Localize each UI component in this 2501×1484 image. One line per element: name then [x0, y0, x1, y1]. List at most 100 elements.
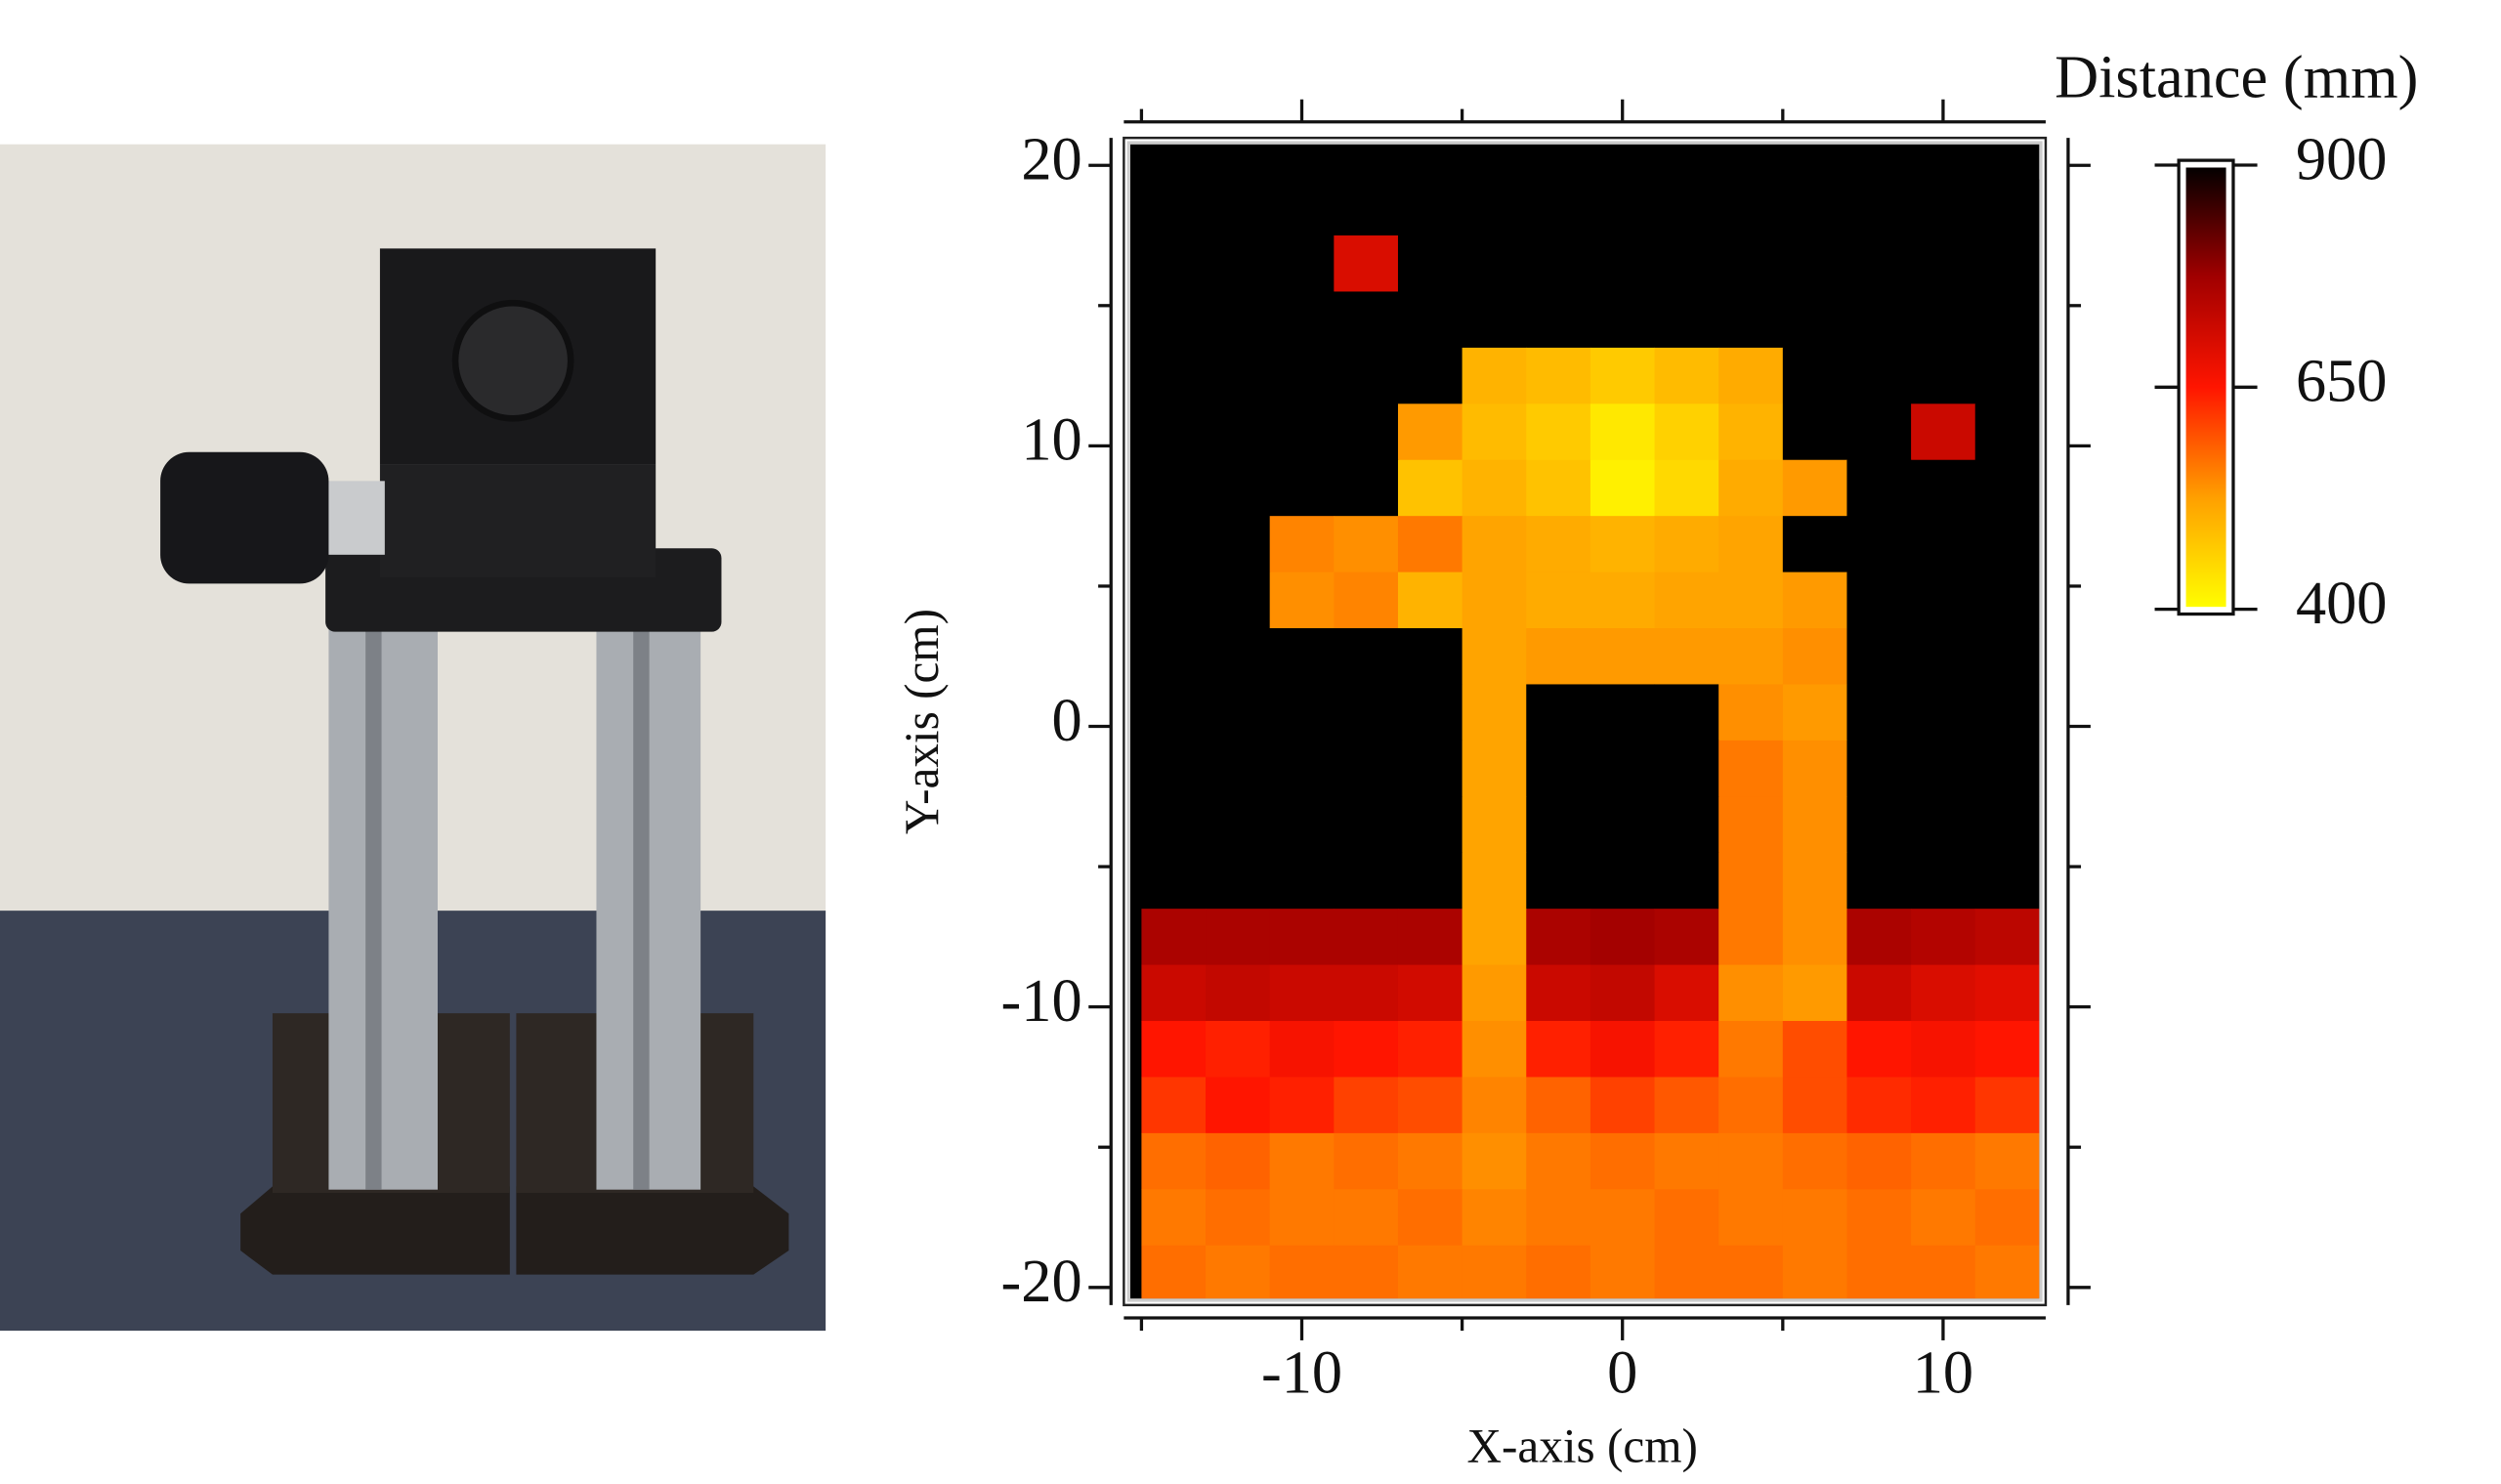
heatmap-cell [1397, 684, 1463, 742]
heatmap-cell [1397, 796, 1463, 854]
photo-micrometer [320, 481, 385, 555]
heatmap-cell [1590, 459, 1656, 517]
heatmap-cell [1206, 179, 1271, 236]
heatmap-cell [1526, 909, 1591, 966]
heatmap-cell [1397, 1132, 1463, 1190]
photo-dial [451, 299, 574, 422]
heatmap-cell [1911, 1189, 1976, 1247]
colorbar [2181, 162, 2231, 613]
heatmap-cell [1462, 347, 1527, 404]
heatmap-cell [1718, 347, 1784, 404]
heatmap-cell [1462, 1132, 1527, 1190]
heatmap-cell [1141, 1132, 1207, 1190]
heatmap-cell [1206, 459, 1271, 517]
heatmap-cell [1334, 796, 1399, 854]
heatmap-cell [1397, 1245, 1463, 1299]
heatmap-cell [1590, 572, 1656, 629]
heatmap-cell [1206, 235, 1271, 292]
heatmap-cell [1911, 796, 1976, 854]
heatmap-cell [1590, 1189, 1656, 1247]
heatmap-cell [1718, 1021, 1784, 1078]
heatmap-cell [1334, 1245, 1399, 1299]
heatmap-cell [1397, 179, 1463, 236]
heatmap-cell [1654, 347, 1719, 404]
heatmap-cell [1974, 572, 2040, 629]
heatmap-cell [1141, 179, 1207, 236]
heatmap-cell [1269, 1021, 1335, 1078]
heatmap-cell [1974, 796, 2040, 854]
heatmap-cell [1718, 684, 1784, 742]
heatmap-cell [1911, 403, 1976, 461]
heatmap-cell [1782, 684, 1847, 742]
heatmap-cell [1590, 964, 1656, 1022]
heatmap-cell [1141, 403, 1207, 461]
heatmap-cell [1846, 796, 1912, 854]
heatmap-cell [1846, 572, 1912, 629]
heatmap-cell [1141, 796, 1207, 854]
heatmap-cell [1911, 1132, 1976, 1190]
heatmap-cell [1397, 403, 1463, 461]
photo [0, 144, 827, 1332]
heatmap-cell [1206, 628, 1271, 685]
heatmap-cell [1462, 740, 1527, 797]
heatmap-cell [1782, 235, 1847, 292]
heatmap-cell [1782, 347, 1847, 404]
photo-base-right [516, 1186, 789, 1275]
heatmap-cell [1269, 740, 1335, 797]
heatmap-cell [1782, 459, 1847, 517]
heatmap-cell [1654, 572, 1719, 629]
heatmap-cell [1654, 740, 1719, 797]
heatmap-cell [1334, 403, 1399, 461]
heatmap-cell [1397, 628, 1463, 685]
x-tick-label: 0 [1607, 1339, 1637, 1407]
heatmap-cell [1206, 347, 1271, 404]
heatmap-cell [1654, 1245, 1719, 1299]
heatmap-cell [1782, 909, 1847, 966]
heatmap-cell [1974, 1189, 2040, 1247]
heatmap-cell [1911, 1021, 1976, 1078]
y-tick-label: -10 [1001, 967, 1082, 1035]
heatmap-cell [1846, 1021, 1912, 1078]
heatmap-cell [1974, 291, 2040, 349]
heatmap-cell [1269, 403, 1335, 461]
heatmap-cell [1397, 852, 1463, 910]
heatmap-cell [1269, 1245, 1335, 1299]
heatmap-cell [1206, 516, 1271, 573]
heatmap-cell [1782, 1132, 1847, 1190]
heatmap-cell [1718, 179, 1784, 236]
heatmap-cell [1141, 964, 1207, 1022]
heatmap-cell [1269, 459, 1335, 517]
heatmap-cell [1397, 572, 1463, 629]
photo-knob [160, 451, 329, 584]
heatmap-cell [1206, 572, 1271, 629]
heatmap-cell [1654, 1132, 1719, 1190]
heatmap-cell [1526, 459, 1591, 517]
heatmap-cell [1397, 235, 1463, 292]
heatmap-cell [1654, 1077, 1719, 1134]
heatmap-cell [1718, 235, 1784, 292]
heatmap-cell [1397, 909, 1463, 966]
heatmap-cell [1718, 459, 1784, 517]
heatmap-cell [1911, 628, 1976, 685]
heatmap-cell [1462, 852, 1527, 910]
heatmap-cell [1846, 909, 1912, 966]
heatmap-cell [1782, 964, 1847, 1022]
heatmap-cell [1654, 516, 1719, 573]
heatmap-cell [1334, 909, 1399, 966]
heatmap-cell [1974, 628, 2040, 685]
heatmap-cell [1206, 403, 1271, 461]
heatmap-cell [1782, 291, 1847, 349]
heatmap-cell [1846, 1245, 1912, 1299]
heatmap-cell [1590, 291, 1656, 349]
heatmap-cell [1782, 403, 1847, 461]
heatmap-cell [1846, 235, 1912, 292]
heatmap-cell [1654, 852, 1719, 910]
heatmap-cell [1654, 291, 1719, 349]
heatmap-cell [1846, 740, 1912, 797]
heatmap-cell [1334, 459, 1399, 517]
heatmap-cell [1782, 1021, 1847, 1078]
heatmap-cell [1269, 235, 1335, 292]
heatmap-cell [1911, 347, 1976, 404]
heatmap-cell [1526, 684, 1591, 742]
